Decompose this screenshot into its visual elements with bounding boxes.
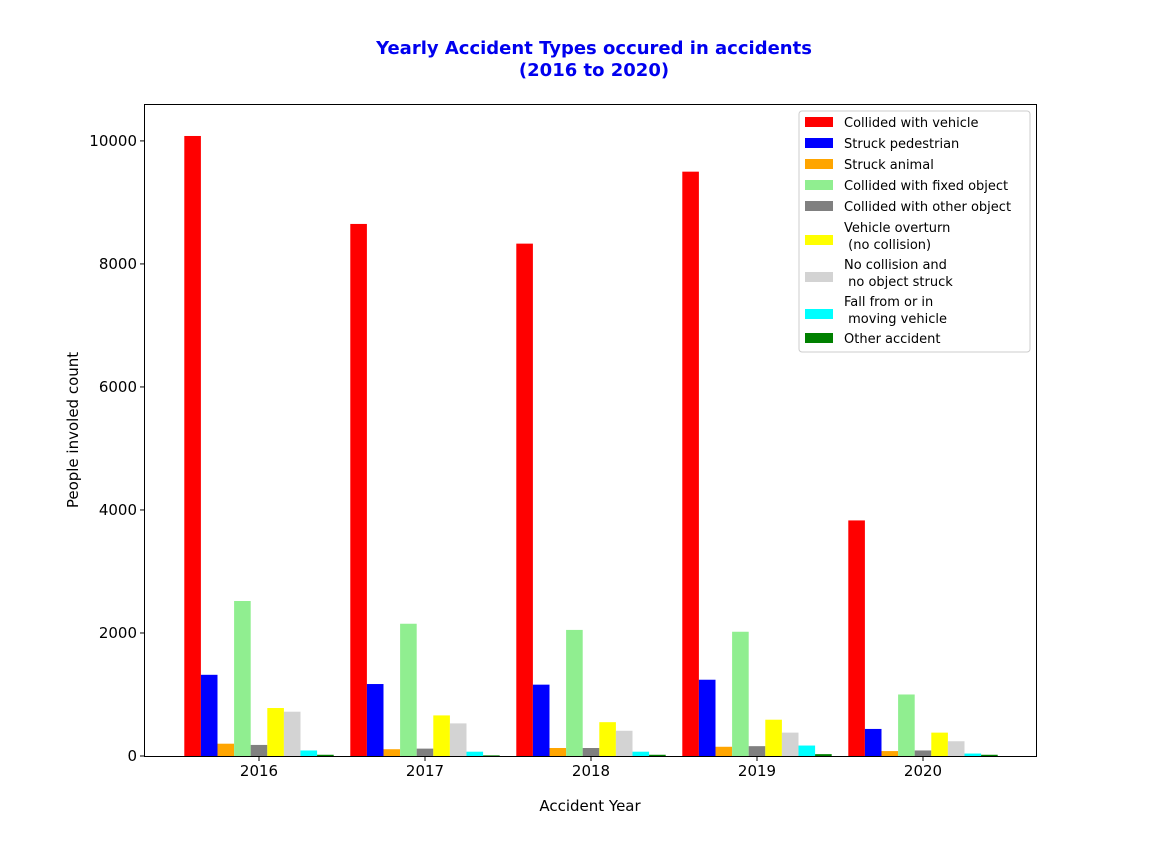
- legend-swatch-2: [805, 159, 833, 169]
- bar-2017-series-7: [466, 751, 484, 756]
- bar-2018-series-8: [649, 754, 666, 756]
- y-axis-label: People involed count: [64, 352, 82, 508]
- bar-2016-series-4: [250, 744, 268, 756]
- bar-2020-series-2: [881, 751, 899, 756]
- bar-2019-series-4: [748, 746, 766, 756]
- x-tick-label: 2018: [572, 762, 610, 780]
- bar-2016-series-0: [184, 135, 201, 757]
- bar-2018-series-3: [566, 629, 583, 756]
- bar-2018-series-0: [516, 243, 533, 756]
- bar-2016-series-6: [283, 711, 301, 756]
- bar-2019-series-1: [698, 679, 716, 756]
- bar-2017-series-4: [416, 748, 434, 756]
- bar-2017-series-2: [383, 749, 401, 756]
- y-tick-label: 8000: [99, 255, 137, 273]
- legend-swatch-0: [805, 117, 833, 127]
- legend-frame: [798, 110, 1031, 353]
- legend-swatch-1: [805, 138, 833, 148]
- bar-2020-series-0: [848, 520, 865, 756]
- bar-2020-series-6: [947, 741, 965, 756]
- bar-2017-series-1: [366, 684, 384, 756]
- bar-2016-series-8: [317, 754, 334, 756]
- legend-label-0: Collided with vehicle: [844, 116, 979, 131]
- bar-2018-series-5: [599, 722, 616, 756]
- legend: Collided with vehicle Struck pedestrian St…: [798, 110, 1031, 353]
- bar-2018-series-6: [615, 730, 633, 756]
- legend-swatch-5: [805, 235, 833, 245]
- legend-swatch-6: [805, 272, 833, 282]
- legend-swatch-8: [805, 333, 833, 343]
- legend-swatch-3: [805, 180, 833, 190]
- legend-label-2: Struck animal: [844, 158, 934, 173]
- bar-2017-series-5: [433, 715, 450, 756]
- plot-area-frame: [144, 104, 1037, 757]
- legend-label-8: Other accident: [844, 332, 941, 347]
- bar-2020-series-5: [931, 732, 948, 756]
- bar-2018-series-1: [532, 684, 550, 756]
- y-tick-label: 0: [127, 747, 137, 765]
- bar-2020-series-7: [964, 753, 982, 756]
- bar-2017-series-0: [350, 223, 367, 756]
- chart-title: Yearly Accident Types occured in acciden…: [375, 38, 812, 59]
- x-axis-ticks: 2016 2017 2018 2019 2020: [240, 756, 942, 780]
- bar-2019-series-0: [682, 171, 699, 756]
- y-tick-label: 6000: [99, 378, 137, 396]
- y-tick-label: 2000: [99, 624, 137, 642]
- x-tick-label: 2016: [240, 762, 278, 780]
- legend-label-4: Collided with other object: [844, 200, 1011, 215]
- bars-layer: [184, 135, 998, 757]
- bar-2020-series-3: [898, 694, 915, 756]
- y-tick-label: 10000: [89, 132, 137, 150]
- bar-2019-series-7: [798, 745, 816, 756]
- legend-swatch-4: [805, 201, 833, 211]
- bar-2016-series-3: [234, 601, 251, 756]
- bar-2016-series-7: [300, 750, 318, 756]
- bar-2020-series-8: [981, 754, 998, 756]
- bar-2018-series-4: [582, 748, 600, 756]
- bar-2017-series-8: [483, 755, 500, 756]
- y-axis-ticks: 0 2000 4000 6000 8000 10000: [89, 132, 145, 765]
- legend-label-7: Fall from or in moving vehicle: [844, 295, 947, 327]
- bar-2016-series-2: [217, 743, 235, 756]
- bar-2018-series-2: [549, 748, 567, 756]
- bar-2019-series-2: [715, 746, 733, 756]
- bar-2020-series-1: [864, 728, 882, 756]
- chart-subtitle: (2016 to 2020): [519, 60, 669, 81]
- x-tick-label: 2019: [738, 762, 776, 780]
- legend-label-1: Struck pedestrian: [844, 137, 959, 152]
- bar-2016-series-5: [267, 708, 284, 756]
- bar-2019-series-6: [781, 732, 799, 756]
- bar-2019-series-5: [765, 719, 782, 756]
- legend-label-3: Collided with fixed object: [844, 179, 1008, 194]
- x-axis-label: Accident Year: [539, 797, 641, 815]
- bar-2017-series-6: [449, 723, 467, 756]
- legend-label-5: Vehicle overturn (no collision): [844, 221, 950, 253]
- bar-2016-series-1: [200, 674, 218, 756]
- legend-label-6: No collision and no object struck: [844, 258, 953, 290]
- y-tick-label: 4000: [99, 501, 137, 519]
- bar-2019-series-3: [732, 631, 749, 756]
- bar-2019-series-8: [815, 754, 832, 756]
- bar-2018-series-7: [632, 751, 650, 756]
- legend-swatch-7: [805, 309, 833, 319]
- x-tick-label: 2020: [904, 762, 942, 780]
- x-tick-label: 2017: [406, 762, 444, 780]
- bar-2020-series-4: [914, 750, 932, 756]
- bar-2017-series-3: [400, 623, 417, 756]
